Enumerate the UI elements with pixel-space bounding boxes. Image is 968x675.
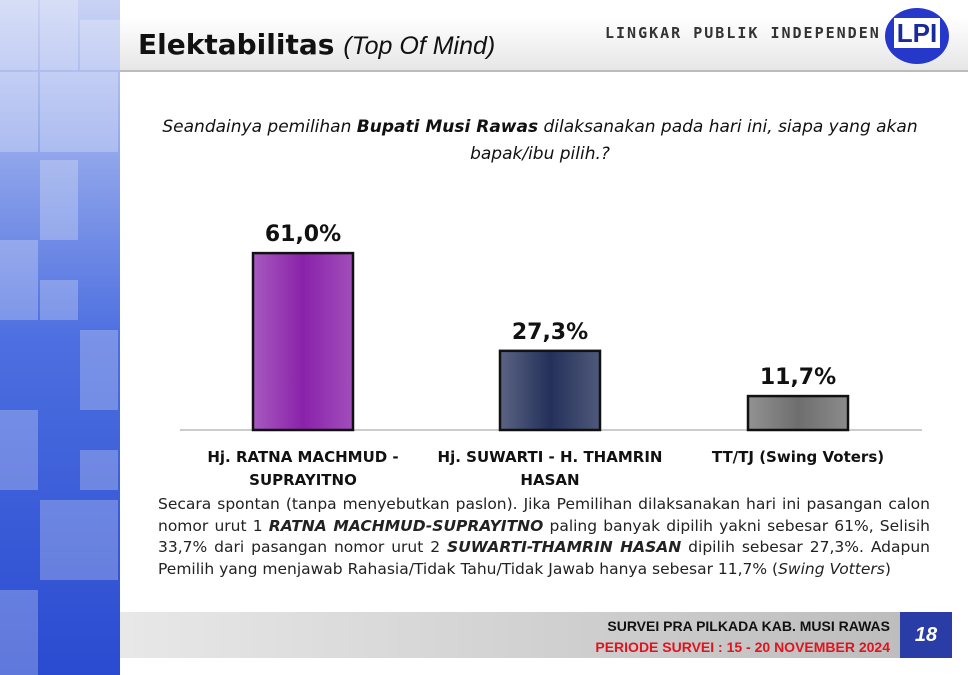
title-text: Elektabilitas [138, 28, 335, 61]
footer-period: PERIODE SURVEI : 15 - 20 NOVEMBER 2024 [595, 639, 890, 655]
paragraph-emphasis: RATNA MACHMUD-SUPRAYITNO [268, 516, 544, 535]
footer-title: SURVEI PRA PILKADA KAB. MUSI RAWAS [607, 618, 890, 634]
title-band [120, 18, 968, 72]
question-text: dilaksanakan pada hari ini, siapa yang a… [470, 117, 918, 164]
category-label: Hj. SUWARTI - H. THAMRIN HASAN [437, 448, 663, 489]
paragraph: Secara spontan (tanpa menyebutkan paslon… [158, 494, 930, 580]
value-label: 61,0% [265, 222, 341, 247]
footer-band [120, 612, 900, 658]
question-emphasis: Bupati Musi Rawas [356, 117, 539, 137]
bar [498, 349, 602, 432]
paragraph-italic: Swing Votters [778, 559, 885, 578]
category-label: TT/TJ (Swing Voters) [711, 448, 885, 466]
paragraph-text: Secara spontan (tanpa menyebutkan paslon… [158, 495, 930, 535]
question: Seandainya pemilihan Bupati Musi Rawas d… [150, 114, 930, 168]
chart: 61,0% 27,3% 11,7% [180, 222, 922, 432]
value-label: 27,3% [512, 320, 588, 345]
side-decoration [0, 0, 120, 675]
category-label: Hj. RATNA MACHMUD - SUPRAYITNO [207, 448, 399, 489]
bar [746, 394, 850, 432]
title: Elektabilitas (Top Of Mind) [138, 28, 495, 61]
value-label: 11,7% [760, 365, 836, 390]
paragraph-text: paling banyak dipilih yakni sebesar 61%,… [158, 516, 931, 557]
paragraph-emphasis: SUWARTI-THAMRIN HASAN [447, 538, 682, 556]
organization: LINGKAR PUBLIK INDEPENDEN [605, 24, 881, 42]
page-number: 18 [900, 612, 952, 658]
paragraph-text: ) [884, 559, 891, 578]
paragraph-text: dipilih sebesar 27,3%. Adapun Pemilih ya… [158, 538, 930, 578]
question-text: Seandainya pemilihan [162, 117, 357, 137]
logo-text: LPI [893, 18, 941, 48]
logo: LPI [885, 8, 949, 64]
bar [251, 251, 355, 432]
subtitle: (Top Of Mind) [343, 32, 496, 60]
